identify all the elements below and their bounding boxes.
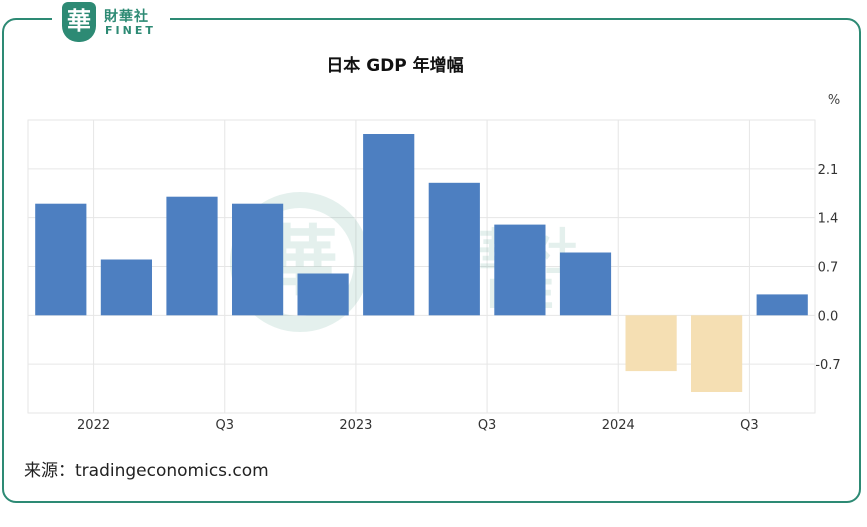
brand-char: 華 — [67, 6, 91, 35]
y-tick-label: 0.7 — [818, 261, 839, 276]
bars — [35, 134, 808, 392]
y-tick-label: 2.1 — [818, 163, 839, 178]
brand-name-cn: 財華社 — [104, 9, 149, 25]
bar-9 — [559, 252, 612, 316]
bar-2 — [100, 259, 152, 316]
bar-4 — [232, 203, 284, 316]
y-axis: 2.1 1.4 0.7 0.0 -0.7 — [815, 163, 840, 373]
grid-lines — [27, 119, 816, 414]
bar-11 — [691, 315, 743, 392]
bar-7 — [428, 182, 480, 316]
x-tick-label: 2024 — [602, 418, 635, 433]
y-tick-label: 0.0 — [818, 309, 839, 324]
bar-3 — [166, 196, 218, 316]
y-tick-label: 1.4 — [818, 212, 839, 227]
brand-logo: 華 財華社 FINET — [52, 0, 170, 46]
bar-5 — [297, 273, 349, 316]
y-axis-unit: % — [828, 93, 840, 108]
bar-12 — [756, 294, 808, 316]
brand-name-en: FINET — [105, 24, 156, 37]
bar-1 — [35, 203, 87, 316]
bar-6 — [363, 134, 415, 316]
x-tick-label: 2023 — [339, 418, 372, 433]
source-label: 来源：tradingeconomics.com — [24, 461, 269, 481]
x-tick-label: Q3 — [215, 418, 234, 433]
x-tick-label: Q3 — [740, 418, 759, 433]
x-axis: 2022 Q3 2023 Q3 2024 Q3 — [77, 418, 759, 433]
bar-10 — [625, 315, 677, 372]
brand-badge-icon — [62, 2, 96, 42]
x-tick-label: 2022 — [77, 418, 110, 433]
bar-8 — [494, 224, 546, 316]
chart-title: 日本 GDP 年增幅 — [326, 56, 464, 76]
x-tick-label: Q3 — [478, 418, 497, 433]
y-tick-label: -0.7 — [815, 358, 840, 373]
